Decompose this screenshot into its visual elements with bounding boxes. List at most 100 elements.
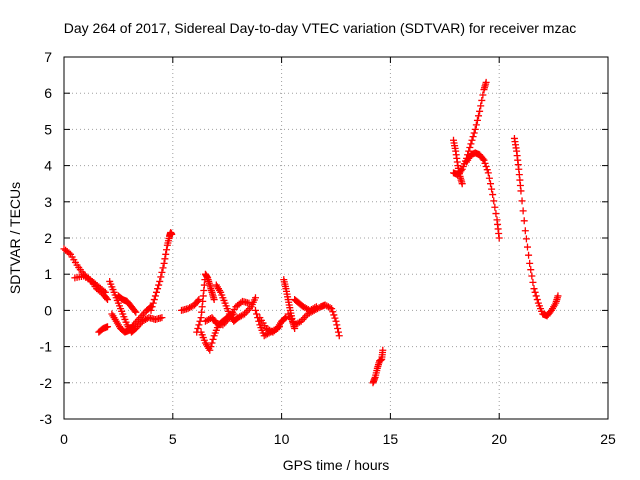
data-point <box>158 314 166 322</box>
data-points <box>60 78 562 387</box>
data-point <box>477 102 485 110</box>
data-point <box>528 272 536 280</box>
series-s14 <box>256 314 283 336</box>
data-point <box>157 273 165 281</box>
data-point <box>210 296 218 304</box>
data-point <box>521 227 529 235</box>
data-point <box>209 335 217 343</box>
y-tick-label: 5 <box>44 121 52 137</box>
data-point <box>132 308 140 316</box>
data-point <box>554 292 562 300</box>
data-point <box>101 288 109 296</box>
x-tick-label: 25 <box>600 431 616 447</box>
data-point <box>530 285 538 293</box>
data-point <box>100 287 108 295</box>
data-point <box>131 307 139 315</box>
data-point <box>104 323 112 331</box>
data-point <box>275 323 283 331</box>
series-s12 <box>212 281 259 325</box>
data-point <box>159 264 167 272</box>
series-s9 <box>193 270 218 336</box>
data-point <box>458 180 466 188</box>
data-point <box>532 292 540 300</box>
data-point <box>251 306 259 314</box>
grid <box>64 57 608 419</box>
data-point <box>329 308 337 316</box>
data-point <box>148 303 156 311</box>
data-point <box>527 266 535 274</box>
axis-ticks: 0 5 10 15 20 25 -3 -2 -1 0 1 2 3 4 5 6 7 <box>40 49 616 447</box>
data-point <box>168 230 176 238</box>
data-point <box>465 147 473 155</box>
series-s22 <box>510 134 562 320</box>
data-point <box>208 339 216 347</box>
x-tick-label: 0 <box>60 431 68 447</box>
data-point <box>484 169 492 177</box>
data-point <box>485 174 493 182</box>
data-point <box>331 314 339 322</box>
data-point <box>104 296 112 304</box>
data-point <box>467 140 475 148</box>
data-point <box>65 249 73 257</box>
y-tick-label: 7 <box>44 49 52 65</box>
y-tick-label: -2 <box>40 375 53 391</box>
data-point <box>195 296 203 304</box>
data-point <box>526 259 534 267</box>
y-tick-label: 2 <box>44 230 52 246</box>
data-point <box>479 91 487 99</box>
data-point <box>147 306 155 314</box>
data-point <box>478 96 486 104</box>
y-axis-label: SDTVAR / TECUs <box>7 182 23 294</box>
data-point <box>519 207 527 215</box>
data-point <box>473 116 481 124</box>
data-point <box>490 197 498 205</box>
data-point <box>489 191 497 199</box>
data-point <box>149 299 157 307</box>
data-point <box>281 315 289 323</box>
series-s4 <box>106 277 166 336</box>
x-tick-label: 5 <box>169 431 177 447</box>
data-point <box>479 155 487 163</box>
data-point <box>330 311 338 319</box>
series-s6 <box>114 292 140 316</box>
data-point <box>529 278 537 286</box>
data-point <box>163 246 171 254</box>
y-tick-label: 0 <box>44 302 52 318</box>
data-point <box>154 285 162 293</box>
chart-title: Day 264 of 2017, Sidereal Day-to-day VTE… <box>64 20 577 36</box>
data-point <box>332 317 340 325</box>
data-point <box>150 296 158 304</box>
data-point <box>482 163 490 171</box>
data-point <box>334 325 342 332</box>
data-point <box>486 180 494 188</box>
series-s21 <box>463 149 503 242</box>
data-point <box>480 156 488 164</box>
data-point <box>520 217 528 225</box>
data-point <box>207 343 215 351</box>
data-point <box>152 288 160 296</box>
series-s8 <box>178 296 203 314</box>
data-point <box>161 255 169 263</box>
data-point <box>282 314 290 322</box>
data-point <box>312 303 320 311</box>
data-point <box>471 125 479 133</box>
series-s5 <box>108 303 155 336</box>
data-point <box>102 294 110 302</box>
data-point <box>518 197 526 205</box>
data-point <box>328 305 336 313</box>
data-point <box>525 251 533 259</box>
y-tick-label: 6 <box>44 85 52 101</box>
x-tick-label: 15 <box>383 431 399 447</box>
data-point <box>495 234 503 242</box>
x-axis-label: GPS time / hours <box>283 457 390 473</box>
series-s2 <box>71 272 109 296</box>
data-point <box>274 324 282 332</box>
data-point <box>522 235 530 243</box>
data-point <box>466 144 474 151</box>
data-point <box>476 107 484 115</box>
series-s3 <box>95 323 112 336</box>
data-point <box>469 133 477 141</box>
data-point <box>491 203 499 211</box>
data-point <box>251 294 259 302</box>
y-tick-label: -3 <box>40 411 53 427</box>
